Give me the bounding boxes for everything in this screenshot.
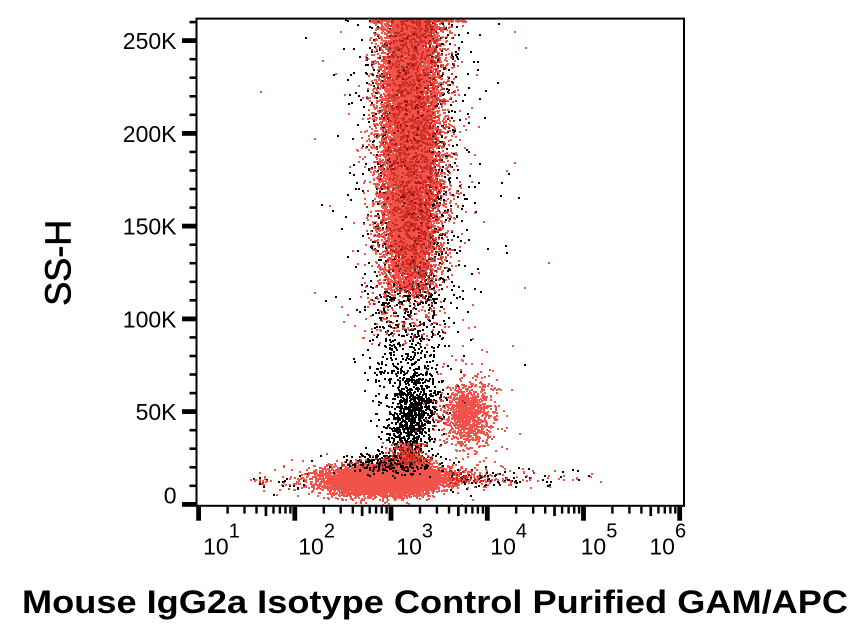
svg-text:10: 10 <box>396 534 422 560</box>
svg-text:0: 0 <box>164 483 177 509</box>
svg-text:200K: 200K <box>123 121 177 147</box>
svg-text:250K: 250K <box>123 28 177 54</box>
svg-text:Mouse IgG2a Isotype Control Pu: Mouse IgG2a Isotype Control Purified GAM… <box>22 584 848 620</box>
svg-text:SS-H: SS-H <box>38 220 79 306</box>
svg-text:4: 4 <box>516 521 527 543</box>
svg-text:1: 1 <box>229 521 240 543</box>
svg-text:50K: 50K <box>136 399 178 425</box>
svg-text:150K: 150K <box>123 214 177 240</box>
svg-text:100K: 100K <box>123 306 177 332</box>
svg-text:10: 10 <box>203 534 229 560</box>
svg-text:10: 10 <box>298 534 324 560</box>
svg-text:10: 10 <box>490 534 516 560</box>
svg-text:6: 6 <box>675 521 686 543</box>
svg-text:3: 3 <box>422 521 433 543</box>
svg-text:5: 5 <box>606 521 617 543</box>
svg-text:10: 10 <box>649 534 675 560</box>
svg-text:2: 2 <box>324 521 335 543</box>
svg-text:10: 10 <box>581 534 607 560</box>
